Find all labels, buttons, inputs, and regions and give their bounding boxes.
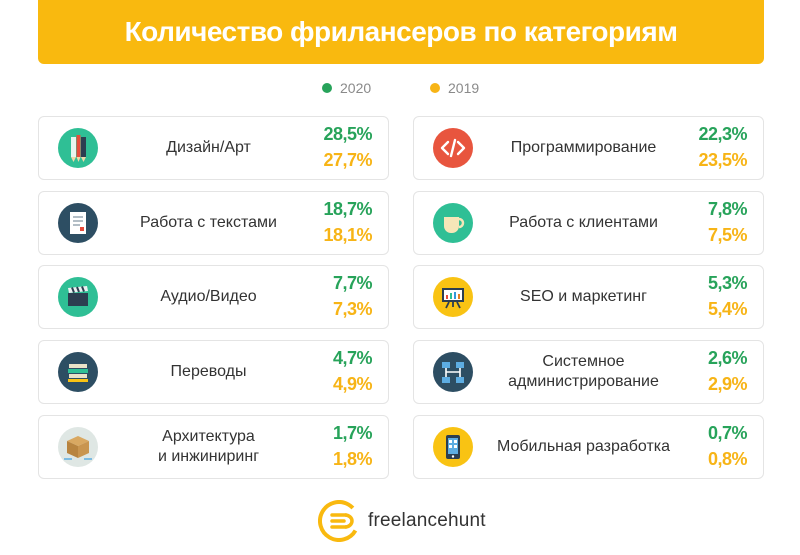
legend-dot-2020 (322, 83, 332, 93)
smartphone-icon (433, 427, 473, 467)
value-2020: 4,7% (332, 348, 373, 368)
value-2019: 0,8% (707, 449, 748, 469)
category-card: Переводы 4,7% 4,9% (38, 340, 389, 404)
value-2019: 1,8% (332, 449, 373, 469)
category-label: Аудио/Видео (160, 288, 257, 305)
category-card: Работа с текстами 18,7% 18,1% (38, 191, 389, 255)
box-icon (58, 427, 98, 467)
value-2019: 27,7% (323, 150, 372, 170)
category-card: Архитектура и инжиниринг 1,7% 1,8% (38, 415, 389, 479)
category-card: Мобильная разработка 0,7% 0,8% (413, 415, 764, 479)
value-2019: 7,5% (707, 225, 748, 245)
value-2019: 4,9% (332, 374, 373, 394)
value-2019: 18,1% (323, 225, 372, 245)
value-2020: 7,8% (707, 199, 748, 219)
category-card: Дизайн/Арт 28,5% 27,7% (38, 116, 389, 180)
value-2020: 28,5% (323, 124, 372, 144)
legend-item-2020: 2020 (322, 80, 371, 96)
value-2019: 23,5% (698, 150, 747, 170)
footer: freelancehunt (318, 500, 486, 542)
value-2020: 1,7% (332, 423, 373, 443)
books-icon (58, 352, 98, 392)
value-2020: 2,6% (707, 348, 748, 368)
category-card: Аудио/Видео 7,7% 7,3% (38, 265, 389, 329)
title-banner: Количество фрилансеров по категориям (38, 0, 764, 64)
category-label: Программирование (510, 139, 657, 156)
chart-title: Количество фрилансеров по категориям (124, 16, 678, 47)
legend-item-2019: 2019 (430, 80, 479, 96)
legend-label-2020: 2020 (340, 80, 372, 96)
legend-dot-2019 (430, 83, 440, 93)
value-2020: 18,7% (323, 199, 372, 219)
category-card: Программирование 22,3% 23,5% (413, 116, 764, 180)
presentation-board-icon (433, 277, 473, 317)
value-2019: 7,3% (332, 299, 373, 319)
value-2020: 7,7% (332, 273, 373, 293)
value-2019: 2,9% (707, 374, 748, 394)
clapperboard-icon (58, 277, 98, 317)
category-label: Работа с клиентами (509, 214, 658, 231)
code-icon (433, 128, 473, 168)
coffee-cup-icon (433, 203, 473, 243)
category-label: Переводы (170, 363, 247, 380)
category-label: Работа с текстами (140, 214, 277, 231)
value-2019: 5,4% (707, 299, 748, 319)
category-card: Работа с клиентами 7,8% 7,5% (413, 191, 764, 255)
category-card: Системное администрирование 2,6% 2,9% (413, 340, 764, 404)
category-label: Архитектура и инжиниринг (157, 428, 260, 465)
legend-label-2019: 2019 (448, 80, 480, 96)
brand-name: freelancehunt (368, 510, 486, 531)
category-card: SEO и маркетинг 5,3% 5,4% (413, 265, 764, 329)
value-2020: 5,3% (707, 273, 748, 293)
pencils-icon (58, 128, 98, 168)
document-icon (58, 203, 98, 243)
legend: 2020 2019 (0, 80, 800, 100)
value-2020: 0,7% (707, 423, 748, 443)
value-2020: 22,3% (698, 124, 747, 144)
freelancehunt-logo-icon (318, 500, 360, 542)
category-label: Дизайн/Арт (166, 139, 251, 156)
category-label: Системное администрирование (508, 353, 659, 390)
category-label: SEO и маркетинг (520, 288, 647, 305)
category-label: Мобильная разработка (496, 438, 671, 455)
network-icon (433, 352, 473, 392)
